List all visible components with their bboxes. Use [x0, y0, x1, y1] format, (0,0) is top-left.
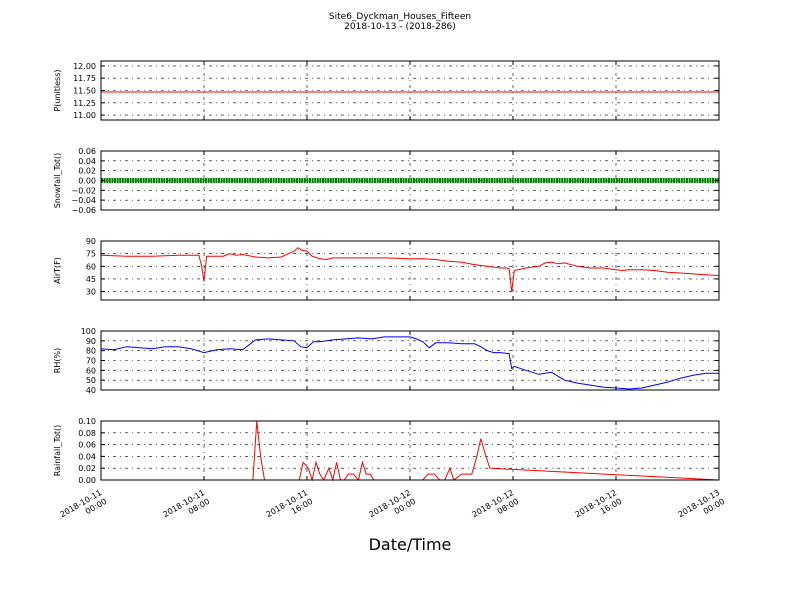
chart-subtitle: 2018-10-13 - (2018-286) — [344, 22, 456, 32]
y-tick-label: 0.02 — [78, 167, 96, 176]
y-axis-label: Snowfall_Tot() — [53, 153, 62, 209]
y-tick-label: 45 — [86, 275, 96, 284]
panel-1: 0.060.040.020.00−0.02−0.04−0.06 Snowfall_… — [53, 147, 720, 215]
panels: 11.00 11.25 11.50 11.75 12.00 P(unitless) 0.06… — [53, 60, 720, 485]
y-tick-label: −0.06 — [71, 206, 96, 215]
panel-2: 90 75 60 45 30 AirT(F) — [53, 237, 720, 301]
x-axis-label: Date/Time — [369, 535, 452, 554]
y-tick-label: 80 — [86, 347, 96, 356]
y-tick-label: 30 — [86, 288, 96, 297]
y-tick-label: 100 — [81, 327, 96, 336]
y-tick-label: 0.04 — [78, 452, 96, 461]
y-tick-label: 70 — [86, 357, 96, 366]
y-tick-label: 50 — [86, 376, 96, 385]
y-axis-label: P(unitless) — [53, 69, 62, 111]
y-tick-label: 0.00 — [78, 476, 96, 485]
y-tick-label: 0.04 — [78, 157, 96, 166]
y-tick-label: 11.00 — [73, 111, 96, 120]
panel-0: 11.00 11.25 11.50 11.75 12.00 P(unitless) — [53, 60, 720, 121]
y-tick-label: 75 — [86, 250, 96, 259]
y-tick-label: 0.08 — [78, 429, 96, 438]
y-tick-label: 11.25 — [73, 99, 96, 108]
y-tick-label: 90 — [86, 337, 96, 346]
y-tick-label: 0.06 — [78, 441, 96, 450]
y-tick-label: 11.50 — [73, 87, 96, 96]
y-tick-label: −0.04 — [71, 196, 96, 205]
y-tick-label: 40 — [86, 386, 96, 395]
y-tick-label: 11.75 — [73, 74, 96, 83]
series-line — [101, 420, 720, 482]
y-tick-label: 60 — [86, 262, 96, 271]
y-tick-label: 0.02 — [78, 464, 96, 473]
y-tick-label: 0.10 — [78, 417, 96, 426]
y-tick-label: 12.00 — [73, 62, 96, 71]
y-tick-label: 90 — [86, 237, 96, 246]
y-axis-label: RH(%) — [53, 348, 62, 373]
chart-title: Site6_Dyckman_Houses_Fifteen — [329, 12, 471, 22]
series-line — [100, 336, 719, 390]
y-tick-label: 60 — [86, 366, 96, 375]
panel-4: 0.10 0.08 0.06 0.04 0.02 0.00 Rainfall_Tot() — [53, 417, 720, 485]
y-axis-label: AirT(F) — [53, 257, 62, 284]
y-tick-label: −0.02 — [71, 186, 96, 195]
series-line — [100, 247, 720, 292]
y-axis-label: Rainfall_Tot() — [53, 425, 62, 477]
y-tick-label: 0.00 — [78, 177, 96, 186]
y-tick-label: 0.06 — [78, 147, 96, 156]
